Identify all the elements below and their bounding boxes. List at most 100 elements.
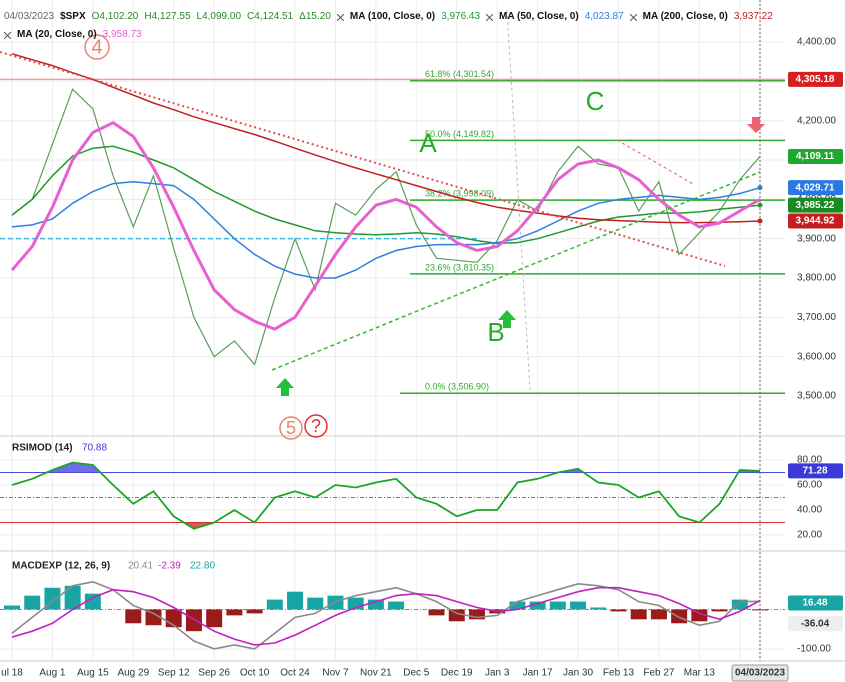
ma-line — [10, 120, 761, 331]
wave-label: C — [586, 86, 605, 116]
histogram-bar — [691, 609, 708, 622]
ma-line — [11, 145, 761, 245]
histogram-bar — [549, 601, 566, 610]
histogram-bar — [266, 599, 283, 610]
histogram-bar — [529, 601, 546, 610]
x-tick-label: Aug 15 — [77, 668, 109, 679]
value-tag — [788, 148, 843, 164]
histogram-bar — [367, 599, 384, 610]
macd-legend-value: 22.80 — [190, 561, 215, 572]
x-tick-label: Nov 7 — [322, 668, 349, 679]
value-tag-label: 4,029.71 — [796, 182, 835, 193]
x-tick-label: Sep 12 — [158, 668, 190, 679]
close-icon[interactable] — [336, 13, 344, 21]
price-line — [11, 88, 761, 366]
x-tick-label: ul 18 — [1, 668, 23, 679]
histogram-bar — [226, 609, 243, 616]
x-tick-label: Jan 17 — [523, 668, 553, 679]
value-tag-label: 3,985.22 — [796, 200, 835, 211]
date-box — [731, 664, 789, 682]
histogram-bar — [630, 609, 647, 620]
marks-layer: 61.8% (4,301.54) 50.0% (4,149.82) 38.2% (3… — [0, 53, 785, 650]
trend-line — [0, 51, 726, 267]
x-tick-label: Nov 21 — [360, 668, 392, 679]
value-tag — [788, 213, 843, 229]
y-tick-label: 3,900.00 — [797, 233, 836, 244]
arrow-up — [276, 378, 294, 396]
wave-label: ? — [311, 416, 321, 436]
ohlc: H4,127.55 — [144, 11, 191, 22]
wave-label: 5 — [286, 418, 296, 438]
y-tick-label: 40.00 — [797, 505, 822, 516]
histogram-bar — [4, 605, 20, 610]
x-tick-label: Oct 10 — [240, 668, 270, 679]
fib-label: 0.0% (3,506.90) — [425, 382, 489, 392]
y-tick-label: 3,500.00 — [797, 391, 836, 402]
y-tick-label: 4,200.00 — [797, 115, 836, 126]
y-tick-label: 4,400.00 — [797, 37, 836, 48]
histogram-bar — [428, 609, 445, 616]
histogram-bar — [64, 585, 81, 610]
legend-name: MA (50, Close, 0) — [499, 11, 579, 22]
legend: 04/03/2023 $SPX O4,102.20 H4,127.55 L4,0… — [4, 8, 774, 44]
value-tag-label: -36.04 — [801, 618, 830, 629]
x-tick-label: Mar 13 — [684, 668, 716, 679]
close-icon[interactable] — [486, 13, 494, 21]
y-tick-label: 3,600.00 — [797, 351, 836, 362]
value-tag — [788, 71, 843, 87]
y-tick-label: -100.00 — [797, 644, 831, 655]
macd-title: MACDEXP (12, 26, 9) — [12, 561, 110, 572]
macd-line — [11, 580, 761, 650]
legend-value: 3,976.43 — [441, 11, 481, 22]
wave-label: 4 — [91, 36, 102, 58]
wave-label: A — [419, 128, 437, 158]
ma-line — [11, 180, 761, 279]
legend-name: MA (200, Close, 0) — [642, 11, 728, 22]
histogram-bar — [307, 597, 324, 610]
histogram-bar — [448, 609, 465, 622]
fib-label: 50.0% (4,149.82) — [425, 129, 494, 139]
rsi-value: 70.88 — [82, 443, 107, 454]
x-tick-label: Sep 26 — [198, 668, 230, 679]
histogram-bar — [125, 609, 142, 624]
rsi-line — [11, 461, 761, 530]
signal-line — [11, 586, 761, 646]
x-tick-label: Oct 24 — [280, 668, 310, 679]
histogram-bar — [570, 601, 587, 610]
ohlc: L4,099.00 — [196, 11, 242, 22]
y-tick-label: 80.00 — [797, 455, 822, 466]
histogram-bar — [287, 591, 304, 610]
histogram-bar — [185, 609, 202, 632]
macd-legend-value: -2.39 — [158, 561, 181, 572]
ohlc: O4,102.20 — [91, 11, 139, 22]
histogram-bar — [246, 609, 263, 614]
x-tick-label: Jan 30 — [563, 668, 593, 679]
close-icon[interactable] — [629, 13, 637, 21]
date: 04/03/2023 — [4, 11, 55, 22]
legend-name: MA (100, Close, 0) — [349, 11, 436, 22]
histogram-bar — [731, 599, 748, 610]
arrow-up — [498, 310, 516, 328]
histogram-bar — [206, 609, 223, 628]
legend-row: 04/03/2023 $SPX O4,102.20 H4,127.55 L4,0… — [4, 8, 774, 26]
legend-value: 3,937.22 — [733, 11, 773, 22]
value-tag-label: 4,109.11 — [796, 151, 835, 162]
wave-circle — [304, 414, 328, 438]
histogram-bar — [327, 595, 344, 610]
fib-label: 38.2% (3,998.09) — [425, 188, 494, 198]
legend-row: MA (20, Close, 0) 3,958.73 — [4, 26, 774, 44]
x-tick-label: Jan 3 — [485, 668, 510, 679]
close-icon[interactable] — [4, 31, 11, 39]
symbol: $SPX — [60, 11, 86, 22]
grid-layer — [0, 0, 785, 660]
histogram-bar — [388, 601, 405, 610]
rsi-title: RSIMOD (14) — [12, 443, 73, 454]
histogram-bar — [650, 609, 667, 620]
histogram-bar — [711, 609, 728, 612]
wave-circle — [84, 34, 110, 60]
trend-line — [616, 139, 696, 186]
histogram-bar — [671, 609, 688, 624]
histogram-bar — [610, 609, 627, 612]
